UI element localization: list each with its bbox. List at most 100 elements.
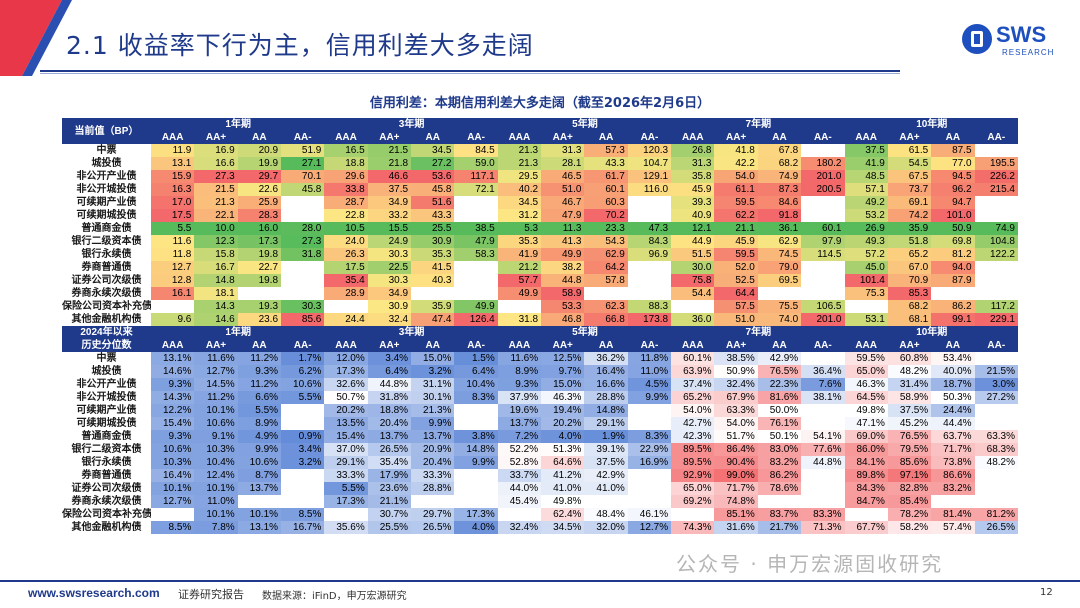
footer-url-link[interactable]: www.swsresearch.com xyxy=(28,586,160,600)
percentile-value-cell: 50.7% xyxy=(324,391,368,404)
spread-value-cell: 22.1 xyxy=(194,209,238,222)
percentile-value-cell: 62.4% xyxy=(541,508,585,521)
spread-value-cell: 21.2 xyxy=(497,261,542,274)
spread-value-cell xyxy=(281,209,324,222)
percentile-value-cell: 13.5% xyxy=(324,417,368,430)
spread-value-cell: 10.5 xyxy=(324,222,368,235)
percentile-value-cell: 10.1% xyxy=(237,508,282,521)
percentile-value-cell: 50.1% xyxy=(757,430,802,443)
spread-value-cell: 79.0 xyxy=(757,261,802,274)
percentile-table-row: 可续期产业债 12.2% 10.1% 5.5% 20.2% 18.8% 21.3% 19.6%… xyxy=(62,404,1018,417)
percentile-value-cell: 31.8% xyxy=(367,391,412,404)
percentile-period-header: 10年期 xyxy=(844,326,1018,339)
percentile-rating-header: AA+ xyxy=(541,339,585,352)
percentile-value-cell xyxy=(324,508,367,521)
percentile-value-cell: 59.5% xyxy=(844,352,888,365)
sws-logo: SWS RESEARCH xyxy=(962,22,1062,64)
percentile-value-cell: 3.4% xyxy=(281,443,325,456)
percentile-table-row: 城投债 14.6% 12.7% 9.3% 6.2% 17.3% 6.4% 3.2% 6.4% 8.… xyxy=(62,365,1018,378)
percentile-value-cell: 9.9% xyxy=(627,391,672,404)
spread-value-cell: 28.0 xyxy=(281,222,325,235)
spread-value-cell: 18.8 xyxy=(324,157,368,170)
percentile-value-cell: 42.7% xyxy=(671,417,715,430)
percentile-value-cell: 4.9% xyxy=(237,430,282,443)
percentile-value-cell: 30.1% xyxy=(411,391,455,404)
percentile-value-cell: 44.8% xyxy=(801,456,845,469)
spread-value-cell: 24.9 xyxy=(367,235,412,248)
spread-value-cell: 16.3 xyxy=(151,183,195,196)
percentile-value-cell: 11.0% xyxy=(194,495,238,508)
spread-value-cell: 64.4 xyxy=(714,287,758,300)
spread-value-cell: 19.8 xyxy=(237,248,282,261)
percentile-value-cell: 42.9% xyxy=(757,352,802,365)
percentile-value-cell: 97.1% xyxy=(887,469,932,482)
percentile-value-cell: 54.0% xyxy=(714,417,758,430)
logo-sub-text: RESEARCH xyxy=(1002,48,1055,57)
bond-type-label: 券商普通债 xyxy=(62,469,151,482)
spread-value-cell: 70.9 xyxy=(887,274,932,287)
percentile-value-cell: 11.2% xyxy=(237,378,282,391)
percentile-value-cell xyxy=(628,404,671,417)
spread-value-cell: 12.3 xyxy=(194,235,238,248)
bond-type-label: 银行永续债 xyxy=(62,456,151,469)
percentile-value-cell: 74.8% xyxy=(714,495,758,508)
spread-value-cell: 43.3 xyxy=(584,157,628,170)
percentile-value-cell: 7.8% xyxy=(194,521,238,534)
percentile-value-cell: 58.9% xyxy=(887,391,932,404)
percentile-value-cell: 10.6% xyxy=(281,378,325,391)
percentile-value-cell: 32.0% xyxy=(584,521,628,534)
spread-value-cell: 46.7 xyxy=(541,196,585,209)
percentile-value-cell: 19.6% xyxy=(497,404,542,417)
spread-value-cell: 11.8 xyxy=(151,248,195,261)
percentile-value-cell xyxy=(454,469,497,482)
percentile-value-cell: 16.6% xyxy=(584,378,628,391)
percentile-value-cell: 34.5% xyxy=(541,521,585,534)
percentile-rating-header: AA- xyxy=(281,339,325,352)
spread-value-cell: 104.7 xyxy=(627,157,672,170)
percentile-value-cell: 9.3% xyxy=(151,430,195,443)
percentile-value-cell: 41.2% xyxy=(541,469,585,482)
spread-value-cell: 49.9 xyxy=(497,287,542,300)
spread-value-cell: 96.9 xyxy=(627,248,672,261)
spread-value-cell: 48.5 xyxy=(844,170,888,183)
percentile-value-cell: 84.7% xyxy=(844,495,888,508)
spread-value-cell: 75.8 xyxy=(671,274,715,287)
spread-value-cell: 51.6 xyxy=(411,196,455,209)
spread-value-cell xyxy=(801,196,844,209)
percentile-value-cell: 6.4% xyxy=(454,365,498,378)
percentile-value-cell: 15.4% xyxy=(151,417,195,430)
spread-value-cell: 26.9 xyxy=(844,222,888,235)
percentile-value-cell: 11.2% xyxy=(194,391,238,404)
spread-value-cell: 21.1 xyxy=(714,222,758,235)
spread-value-cell xyxy=(628,287,671,300)
percentile-value-cell: 18.7% xyxy=(931,378,975,391)
spread-value-cell: 35.9 xyxy=(887,222,932,235)
spread-period-header: 10年期 xyxy=(844,118,1018,131)
percentile-value-cell: 37.0% xyxy=(324,443,368,456)
bond-type-label: 券商永续次级债 xyxy=(62,287,151,300)
spread-value-cell: 54.0 xyxy=(714,170,758,183)
spread-value-cell: 180.2 xyxy=(801,157,845,170)
percentile-value-cell xyxy=(281,495,324,508)
percentile-value-cell: 85.6% xyxy=(887,456,932,469)
percentile-value-cell: 10.6% xyxy=(237,456,282,469)
bond-type-label: 城投债 xyxy=(62,157,151,170)
percentile-value-cell: 32.4% xyxy=(714,378,758,391)
percentile-value-cell: 41.0% xyxy=(541,482,585,495)
spread-rating-header: AA- xyxy=(454,131,498,144)
percentile-value-cell xyxy=(975,417,1018,430)
percentile-value-cell: 13.7% xyxy=(367,430,412,443)
percentile-value-cell: 65.2% xyxy=(671,391,715,404)
spread-period-header: 1年期 xyxy=(151,118,325,131)
percentile-value-cell: 78.2% xyxy=(887,508,932,521)
percentile-value-cell: 44.0% xyxy=(497,482,542,495)
spread-value-cell: 46.5 xyxy=(541,170,585,183)
percentile-value-cell: 57.4% xyxy=(931,521,975,534)
spread-value-cell: 14.8 xyxy=(194,274,238,287)
percentile-value-cell xyxy=(151,508,194,521)
percentile-value-cell: 12.5% xyxy=(541,352,585,365)
spread-table-row: 银行永续债 11.8 15.8 19.8 31.8 26.3 30.3 35.3 58.3 41.… xyxy=(62,248,1018,261)
percentile-table-row: 非公开产业债 9.3% 14.5% 11.2% 10.6% 32.6% 44.8% 31.1%… xyxy=(62,378,1018,391)
percentile-value-cell: 28.8% xyxy=(411,482,455,495)
bond-type-label: 非公开产业债 xyxy=(62,378,151,391)
